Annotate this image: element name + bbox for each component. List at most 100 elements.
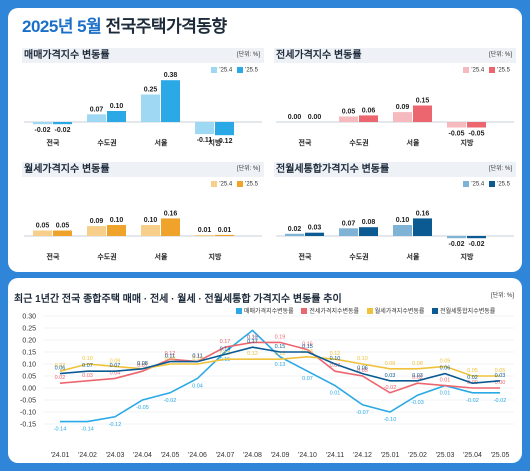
bar bbox=[467, 122, 486, 128]
bar bbox=[141, 94, 160, 122]
data-label: -0.05 bbox=[469, 131, 485, 138]
bar bbox=[53, 122, 72, 125]
bar bbox=[393, 112, 412, 122]
data-label: 0.06 bbox=[440, 366, 451, 372]
x-tick-label: '24.09 bbox=[271, 452, 290, 459]
bar-panel-sale: 매매가격지수 변동률 [단위: %] '25.4'25.5 -0.02 -0.02 전… bbox=[22, 48, 264, 154]
data-label: 0.05 bbox=[56, 223, 70, 230]
data-label: 0.15 bbox=[302, 344, 313, 350]
panel-title: 전세가격지수 변동률 [단위: %] bbox=[274, 48, 516, 63]
line-chart-title: 최근 1년간 전국 종합주택 매매 · 전세 · 월세 · 전월세통합 가격지수… bbox=[14, 294, 342, 305]
data-label: 0.10 bbox=[110, 217, 124, 224]
line-chart: 0.30 0.25 0.20 0.15 0.10 0.05 0.00 -0.05 -0.10 -0… bbox=[20, 314, 514, 459]
y-tick-label: 0.30 bbox=[22, 314, 36, 321]
data-label: 0.24 bbox=[247, 335, 258, 341]
x-tick-label: '25.01 bbox=[381, 452, 400, 459]
category-label: 지방 bbox=[461, 252, 474, 261]
data-label: 0.05 bbox=[342, 109, 356, 116]
data-label: 0.06 bbox=[55, 366, 66, 372]
y-tick-label: 0.20 bbox=[22, 338, 36, 345]
category-label: 전국 bbox=[47, 252, 60, 261]
data-label: 0.08 bbox=[412, 361, 423, 367]
data-label: 0.07 bbox=[342, 220, 356, 227]
x-tick-label: '24.06 bbox=[188, 452, 207, 459]
y-tick-label: 0.05 bbox=[22, 374, 36, 381]
bar bbox=[195, 122, 214, 135]
x-tick-label: '25.02 bbox=[408, 452, 427, 459]
data-label: 0.01 bbox=[440, 391, 451, 397]
data-label: 0.09 bbox=[396, 104, 410, 111]
x-tick-label: '24.08 bbox=[243, 452, 262, 459]
data-label: 0.02 bbox=[55, 375, 66, 381]
data-label: 0.15 bbox=[416, 98, 430, 105]
data-label: -0.03 bbox=[411, 400, 424, 406]
data-label: 0.03 bbox=[308, 225, 322, 232]
bar bbox=[161, 80, 180, 122]
x-tick-label: '24.03 bbox=[106, 452, 125, 459]
y-tick-label: 0.00 bbox=[22, 386, 36, 393]
data-label: 0.16 bbox=[416, 210, 430, 217]
data-label: -0.02 bbox=[449, 241, 465, 248]
category-label: 전국 bbox=[299, 252, 312, 261]
category-label: 서울 bbox=[407, 252, 420, 261]
bar bbox=[107, 111, 126, 122]
bar bbox=[195, 234, 214, 236]
data-label: -0.05 bbox=[449, 131, 465, 138]
panel-title: 매매가격지수 변동률 [단위: %] bbox=[22, 48, 264, 63]
data-label: 0.01 bbox=[330, 391, 341, 397]
data-label: -0.02 bbox=[494, 398, 507, 404]
bar bbox=[53, 230, 72, 236]
data-label: 0.10 bbox=[396, 217, 410, 224]
series-line bbox=[60, 329, 500, 423]
y-tick-label: 0.15 bbox=[22, 350, 36, 357]
y-tick-label: 0.10 bbox=[22, 362, 36, 369]
x-tick-label: '24.12 bbox=[353, 452, 372, 459]
data-label: 0.10 bbox=[192, 356, 203, 362]
data-label: 0.07 bbox=[302, 376, 313, 382]
y-tick-label: -0.05 bbox=[20, 398, 36, 405]
bar bbox=[467, 236, 486, 239]
bar bbox=[107, 225, 126, 236]
data-label: 0.10 bbox=[110, 103, 124, 110]
bar-panel-jeonse: 전세가격지수 변동률 [단위: %] '25.4'25.5 0.00 0.00 전국 0… bbox=[274, 48, 516, 154]
data-label: 0.07 bbox=[110, 363, 121, 369]
data-label: 0.10 bbox=[165, 356, 176, 362]
data-label: 0.12 bbox=[330, 351, 341, 357]
x-tick-label: '24.11 bbox=[326, 452, 344, 459]
category-label: 전국 bbox=[299, 138, 312, 147]
data-label: 0.17 bbox=[247, 339, 258, 345]
bar bbox=[447, 122, 466, 128]
data-label: 0.10 bbox=[82, 356, 93, 362]
data-label: 0.03 bbox=[495, 373, 506, 379]
data-label: 0.05 bbox=[495, 368, 506, 374]
data-label: -0.02 bbox=[55, 127, 71, 134]
bar bbox=[141, 225, 160, 236]
category-label: 수도권 bbox=[349, 252, 368, 261]
series-line bbox=[59, 341, 500, 394]
data-label: 0.11 bbox=[192, 354, 202, 360]
bar bbox=[447, 236, 466, 239]
data-label: 0.07 bbox=[330, 363, 341, 369]
data-label: 0.08 bbox=[137, 361, 148, 367]
legend: '25.4'25.5 bbox=[206, 67, 258, 74]
data-label: 0.01 bbox=[440, 378, 451, 384]
data-label: 0.09 bbox=[440, 358, 451, 364]
x-tick-label: '24.04 bbox=[133, 452, 152, 459]
bar bbox=[215, 122, 234, 136]
series-line bbox=[59, 346, 501, 385]
bar bbox=[215, 234, 234, 236]
data-label: 0.04 bbox=[192, 383, 203, 389]
data-label: 0.10 bbox=[330, 356, 341, 362]
data-label: 0.16 bbox=[302, 342, 313, 348]
bar bbox=[359, 115, 378, 122]
x-tick-label: '24.05 bbox=[161, 452, 180, 459]
x-tick-label: '24.10 bbox=[298, 452, 317, 459]
data-label: 0.05 bbox=[357, 368, 368, 374]
data-label: 0.00 bbox=[495, 380, 506, 386]
bar-panel-monthly: 월세가격지수 변동률 [단위: %] '25.4'25.5 0.05 0.05 전국 0… bbox=[22, 162, 264, 268]
data-label: -0.11 bbox=[197, 137, 213, 144]
data-label: 0.09 bbox=[110, 358, 121, 364]
bar bbox=[339, 228, 358, 236]
data-label: 0.14 bbox=[220, 346, 231, 352]
bar bbox=[285, 233, 304, 236]
